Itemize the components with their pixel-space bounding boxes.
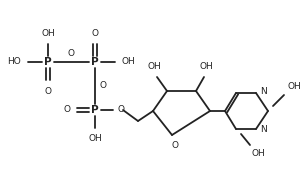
Text: OH: OH: [41, 29, 55, 38]
Text: OH: OH: [88, 134, 102, 143]
Text: OH: OH: [252, 149, 266, 158]
Text: OH: OH: [288, 82, 302, 91]
Text: P: P: [44, 57, 52, 67]
Text: O: O: [99, 82, 106, 90]
Text: P: P: [91, 57, 99, 67]
Text: O: O: [64, 106, 71, 114]
Text: HO: HO: [7, 58, 21, 66]
Text: N: N: [260, 126, 267, 134]
Text: O: O: [117, 106, 124, 114]
Text: OH: OH: [121, 58, 135, 66]
Text: P: P: [91, 105, 99, 115]
Text: O: O: [45, 87, 52, 96]
Text: O: O: [68, 49, 75, 58]
Text: O: O: [91, 29, 99, 38]
Text: N: N: [260, 88, 267, 96]
Text: O: O: [172, 141, 178, 150]
Text: OH: OH: [147, 62, 161, 71]
Text: OH: OH: [199, 62, 213, 71]
